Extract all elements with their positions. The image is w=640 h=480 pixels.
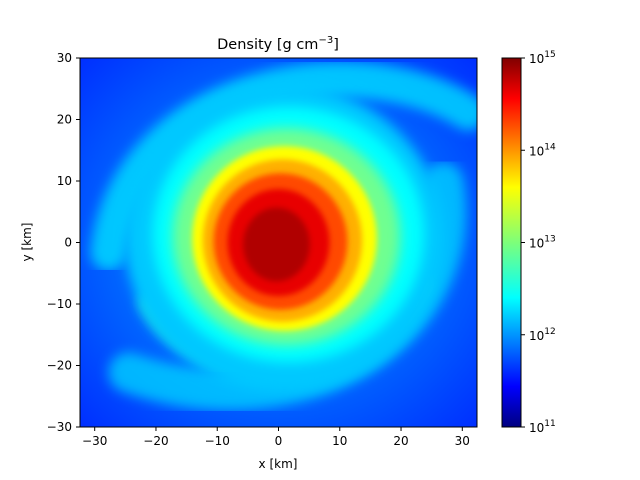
x-tick-label: 30 xyxy=(455,434,470,448)
colorbar-tick-label: 1014 xyxy=(529,142,556,158)
x-tick-label: 20 xyxy=(393,434,408,448)
colorbar-tick-label: 1013 xyxy=(529,235,556,251)
y-tick-label: 0 xyxy=(64,236,72,250)
y-axis-label: y [km] xyxy=(20,223,34,262)
x-tick-label: 10 xyxy=(332,434,347,448)
chart-title: Density [g cm−3] xyxy=(217,35,339,53)
x-tick-label: −20 xyxy=(143,434,168,448)
x-tick-label: −30 xyxy=(82,434,107,448)
y-tick-label: 10 xyxy=(57,174,72,188)
y-tick-label: −10 xyxy=(47,297,72,311)
colorbar-tick-label: 1012 xyxy=(529,327,556,343)
y-axis-ticks: −30 −20 −10 0 10 20 30 xyxy=(47,51,80,434)
colorbar-tick-label: 1011 xyxy=(529,419,556,435)
x-tick-label: 0 xyxy=(275,434,283,448)
colorbar-tick-label: 1015 xyxy=(529,50,556,66)
x-tick-label: −10 xyxy=(205,434,230,448)
density-level-8 xyxy=(243,207,310,282)
x-axis-ticks: −30 −20 −10 0 10 20 30 xyxy=(82,427,470,448)
y-tick-label: 20 xyxy=(57,113,72,127)
x-axis-label: x [km] xyxy=(259,457,298,471)
y-tick-label: −30 xyxy=(47,420,72,434)
y-tick-label: −20 xyxy=(47,359,72,373)
colorbar-ticks: 1011 1012 1013 1014 1015 xyxy=(521,50,556,435)
colorbar xyxy=(501,57,522,428)
heatmap-layers xyxy=(90,61,477,411)
y-tick-label: 30 xyxy=(57,51,72,65)
heatmap-image xyxy=(80,58,477,427)
